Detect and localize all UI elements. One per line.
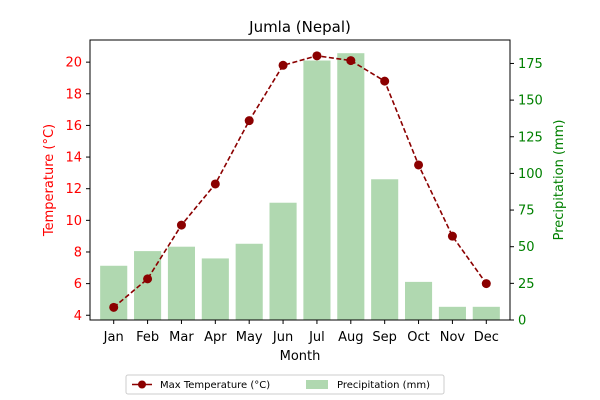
legend-precipitation-label: Precipitation (mm) [337, 380, 430, 391]
x-tick-label-jul: Jul [308, 330, 325, 345]
y-right-tick-label-150: 150 [518, 94, 543, 109]
y-axis-right: 0 25 50 75 100 125 150 175 [510, 57, 543, 329]
chart-title: Jumla (Nepal) [248, 18, 351, 36]
y-left-tick-label-8: 8 [74, 245, 82, 260]
plot-frame [89, 39, 511, 321]
precipitation-bar-jul [303, 60, 331, 320]
x-tick-label-aug: Aug [338, 330, 363, 345]
y-right-tick-label-175: 175 [518, 57, 543, 72]
precipitation-bar-jan [100, 265, 128, 320]
y-left-tick-label-12: 12 [65, 182, 82, 197]
temperature-point-nov [447, 231, 457, 241]
precipitation-bar-oct [405, 281, 433, 320]
temperature-point-dec [481, 279, 491, 289]
y-right-tick-label-0: 0 [518, 314, 526, 329]
y-right-tick-label-50: 50 [518, 240, 535, 255]
temperature-point-aug [346, 56, 356, 66]
temperature-point-jul [312, 51, 322, 61]
temperature-point-may [244, 116, 254, 126]
x-tick-label-nov: Nov [440, 330, 466, 345]
x-tick-label-may: May [236, 330, 263, 345]
precipitation-bar-feb [134, 251, 162, 320]
y-left-tick-label-6: 6 [74, 277, 82, 292]
x-tick-label-oct: Oct [407, 330, 429, 345]
legend-precipitation-swatch [306, 380, 328, 389]
legend-box [125, 374, 445, 395]
temperature-point-mar [176, 220, 186, 230]
y-left-tick-label-10: 10 [65, 214, 82, 229]
x-axis-label: Month [280, 349, 321, 364]
temperature-point-feb [143, 274, 153, 284]
x-tick-label-dec: Dec [474, 330, 499, 345]
line-layer [109, 51, 491, 312]
temperature-point-oct [414, 160, 424, 170]
precipitation-bar-jun [269, 202, 297, 320]
y-right-tick-label-125: 125 [518, 130, 543, 145]
y-left-tick-label-16: 16 [65, 119, 82, 134]
precipitation-bar-nov [438, 306, 466, 320]
y-axis-left-label: Temperature (°C) [42, 124, 57, 237]
bars-layer [100, 53, 500, 320]
x-tick-label-sep: Sep [372, 330, 397, 345]
legend-temperature-marker [138, 380, 146, 389]
temperature-point-apr [210, 179, 220, 189]
temperature-point-jun [278, 60, 288, 70]
x-tick-label-mar: Mar [169, 330, 194, 345]
precipitation-bar-apr [201, 258, 229, 320]
precipitation-bar-mar [167, 246, 195, 320]
legend-temperature-label: Max Temperature (°C) [160, 380, 270, 391]
x-tick-label-feb: Feb [136, 330, 159, 345]
precipitation-bar-dec [472, 306, 500, 320]
x-axis: Jan Feb Mar Apr May Jun Jul Aug Sep Oct Nov Dec [103, 320, 499, 345]
temperature-point-jan [109, 302, 119, 312]
y-right-tick-label-100: 100 [518, 167, 543, 182]
y-right-tick-label-25: 25 [518, 277, 535, 292]
precipitation-bar-may [235, 243, 263, 320]
legend: Max Temperature (°C) Precipitation (mm) [125, 374, 445, 395]
y-right-tick-label-75: 75 [518, 204, 535, 219]
y-left-tick-label-4: 4 [74, 309, 82, 324]
y-left-tick-label-20: 20 [65, 56, 82, 71]
x-tick-label-jan: Jan [103, 330, 124, 345]
y-left-tick-label-18: 18 [65, 87, 82, 102]
x-tick-label-apr: Apr [204, 330, 227, 345]
temperature-line [113, 55, 487, 308]
y-left-tick-label-14: 14 [65, 151, 82, 166]
y-axis-left: 4 6 8 10 12 14 16 18 20 [65, 56, 90, 324]
y-axis-right-label: Precipitation (mm) [552, 120, 567, 241]
temperature-point-sep [380, 76, 390, 86]
x-tick-label-jun: Jun [272, 330, 293, 345]
precipitation-bar-sep [371, 179, 399, 320]
precipitation-bar-aug [337, 53, 365, 320]
